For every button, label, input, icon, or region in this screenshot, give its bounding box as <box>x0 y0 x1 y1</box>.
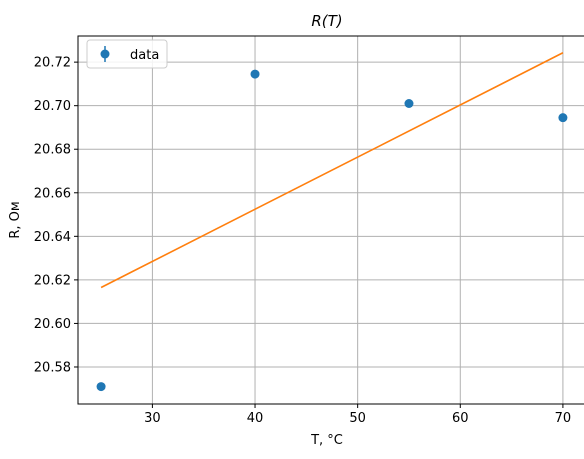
x-tick-label: 40 <box>247 411 264 426</box>
y-tick-label: 20.66 <box>34 186 71 201</box>
y-tick-label: 20.64 <box>34 230 71 245</box>
legend: data <box>87 40 167 68</box>
chart-title: R(T) <box>311 12 342 30</box>
legend-marker <box>101 50 110 59</box>
data-point <box>558 113 567 122</box>
x-tick-label: 50 <box>349 411 366 426</box>
y-tick-label: 20.70 <box>34 99 71 114</box>
data-point <box>404 99 413 108</box>
data-point <box>97 382 106 391</box>
y-tick-label: 20.62 <box>34 273 71 288</box>
y-tick-label: 20.72 <box>34 56 71 71</box>
x-tick-label: 30 <box>144 411 161 426</box>
x-axis-label: T, °C <box>310 433 343 448</box>
y-axis-label: R, Ом <box>8 201 23 238</box>
x-tick-label: 70 <box>555 411 572 426</box>
y-tick-label: 20.58 <box>34 360 71 375</box>
legend-label-data: data <box>130 48 159 63</box>
x-tick-label: 60 <box>452 411 469 426</box>
y-tick-label: 20.68 <box>34 143 71 158</box>
data-point <box>251 70 260 79</box>
y-tick-label: 20.60 <box>34 317 71 332</box>
